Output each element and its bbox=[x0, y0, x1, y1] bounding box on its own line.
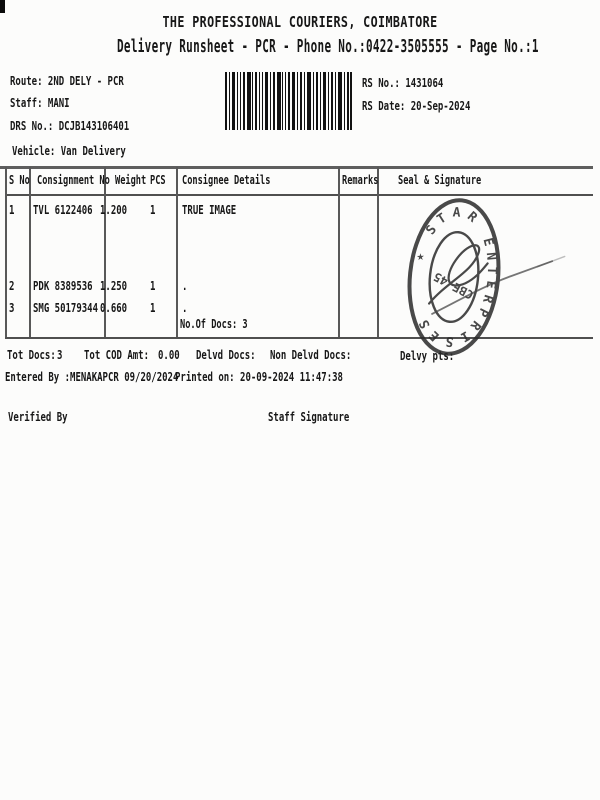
entered-by: Entered By :MENAKAPCR 09/20/2024 bbox=[5, 369, 179, 384]
verified-by: Verified By bbox=[8, 409, 68, 424]
header-s-no: S No bbox=[9, 173, 30, 187]
cell-consignment-no: SMG 50179344 bbox=[33, 300, 99, 315]
vehicle-label: Vehicle: Van Delivery bbox=[12, 143, 126, 158]
table-border-top bbox=[0, 166, 593, 169]
cell-pcs: 1 bbox=[150, 278, 156, 293]
cell-s-no: 2 bbox=[9, 278, 15, 293]
page-title: THE PROFESSIONAL COURIERS, COIMBATORE bbox=[162, 13, 438, 31]
header-weight: Weight bbox=[115, 173, 147, 187]
header-consignment-no: Consignment No bbox=[37, 173, 110, 187]
table-col-line-left bbox=[5, 167, 7, 337]
page-subtitle: Delivery Runsheet - PCR - Phone No.:0422… bbox=[117, 36, 539, 57]
barcode bbox=[225, 72, 352, 130]
delvd-docs-label: Delvd Docs: bbox=[196, 347, 256, 362]
tot-cod-amt-value: 0.00 bbox=[158, 347, 180, 362]
cell-s-no: 3 bbox=[9, 300, 15, 315]
signature-scribble bbox=[427, 244, 489, 305]
cell-weight: 1.200 bbox=[100, 202, 128, 217]
scan-artifact-mark bbox=[0, 0, 5, 13]
table-col-line-weight bbox=[104, 167, 106, 337]
cell-consignment-no: TVL 6122406 bbox=[33, 202, 93, 217]
header-pcs: PCS bbox=[150, 173, 166, 187]
printed-on: Printed on: 20-09-2024 11:47:38 bbox=[175, 369, 343, 384]
rs-no-label: RS No.: 1431064 bbox=[362, 75, 444, 90]
cell-weight: 1.250 bbox=[100, 278, 128, 293]
stamp-inner-ring bbox=[428, 230, 480, 324]
tot-cod-amt-label: Tot COD Amt: bbox=[84, 347, 150, 362]
header-consignee: Consignee Details bbox=[182, 173, 271, 187]
seal-stamp: ★ STAR ENTERPRISES CBE 45 bbox=[403, 198, 566, 356]
no-of-docs: No.Of Docs: 3 bbox=[180, 317, 248, 331]
staff-signature: Staff Signature bbox=[268, 409, 350, 424]
table-border-bottom bbox=[5, 337, 593, 339]
cell-s-no: 1 bbox=[9, 202, 15, 217]
non-delvd-docs-label: Non Delvd Docs: bbox=[270, 347, 352, 362]
cell-pcs: 1 bbox=[150, 300, 156, 315]
tot-docs-label: Tot Docs: bbox=[7, 347, 56, 362]
table-col-line-seal bbox=[377, 167, 379, 337]
signature-stroke-tail bbox=[536, 255, 566, 268]
staff-label: Staff: MANI bbox=[10, 95, 70, 110]
cell-consignee: . bbox=[182, 300, 188, 315]
table-col-line-remarks bbox=[338, 167, 340, 337]
cell-consignee: . bbox=[182, 278, 188, 293]
header-seal-signature: Seal & Signature bbox=[398, 173, 482, 187]
header-remarks: Remarks bbox=[342, 173, 379, 187]
drs-no-label: DRS No.: DCJB143106401 bbox=[10, 118, 130, 133]
table-header-border bbox=[5, 194, 593, 196]
cell-consignment-no: PDK 8389536 bbox=[33, 278, 93, 293]
cell-weight: 0.660 bbox=[100, 300, 128, 315]
route-label: Route: 2ND DELY - PCR bbox=[10, 73, 124, 88]
table-col-line-consignee bbox=[176, 167, 178, 337]
cell-consignee: TRUE IMAGE bbox=[182, 202, 237, 217]
tot-docs-value: 3 bbox=[57, 347, 63, 362]
rs-date-label: RS Date: 20-Sep-2024 bbox=[362, 98, 471, 113]
cell-pcs: 1 bbox=[150, 202, 156, 217]
table-col-line-sno bbox=[29, 167, 31, 337]
signature-stroke bbox=[431, 260, 554, 315]
